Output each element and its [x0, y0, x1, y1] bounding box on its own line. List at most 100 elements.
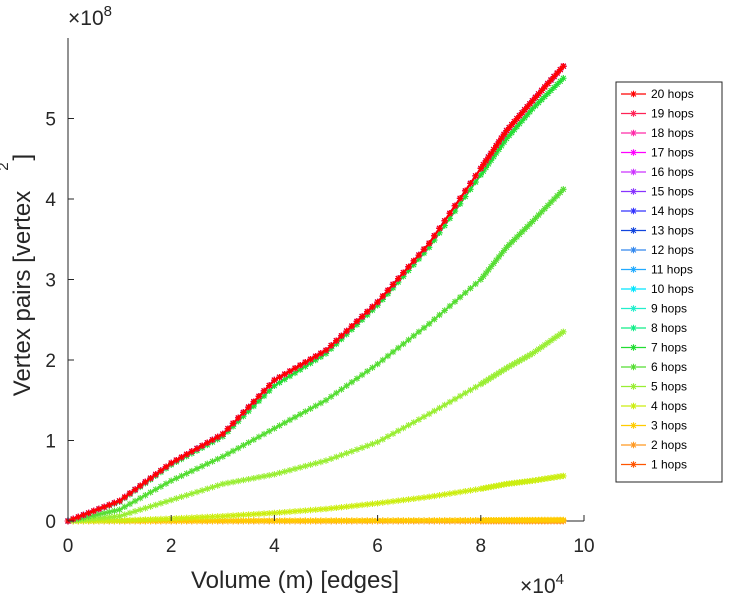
series-point — [500, 366, 508, 373]
series-point — [379, 517, 386, 524]
series-point — [550, 73, 558, 80]
legend-swatch-marker — [630, 363, 637, 371]
series-point — [281, 419, 288, 426]
series-point — [426, 244, 433, 251]
series-point — [126, 509, 134, 517]
series-point — [327, 505, 335, 512]
legend-entry: 6 hops — [621, 360, 687, 374]
series-point — [209, 458, 216, 465]
series-point — [451, 489, 459, 497]
series-point — [276, 469, 283, 477]
series-point — [560, 472, 567, 480]
series-point — [441, 307, 448, 314]
series-point — [255, 393, 263, 400]
series-point — [472, 383, 479, 391]
series-point — [503, 127, 510, 134]
series-point — [379, 436, 386, 443]
legend-swatch-marker — [630, 441, 637, 449]
series-point — [137, 516, 144, 523]
series-point — [358, 316, 366, 323]
series-point — [245, 403, 252, 411]
legend-entry: 12 hops — [621, 243, 694, 257]
series-point — [131, 486, 139, 493]
legend-entry: 15 hops — [621, 185, 694, 199]
series-point — [327, 517, 335, 524]
series-point — [529, 97, 536, 104]
series-5-hops — [64, 328, 567, 525]
series-point — [121, 503, 128, 511]
series-point — [204, 517, 211, 524]
series-point — [90, 507, 97, 515]
series-point — [480, 161, 487, 168]
series-point — [162, 498, 170, 505]
series-point — [297, 507, 304, 515]
series-point — [490, 372, 497, 380]
series-point — [214, 517, 221, 524]
series-point — [121, 517, 128, 524]
series-point — [338, 332, 345, 340]
series-point — [85, 513, 92, 520]
legend-entry: 19 hops — [621, 107, 694, 121]
series-point — [395, 344, 402, 352]
legend-swatch-marker — [630, 383, 637, 390]
series-point — [535, 211, 542, 219]
series-point — [405, 263, 412, 270]
legend-label: 8 hops — [651, 321, 687, 335]
series-point — [271, 425, 278, 432]
series-point — [178, 514, 185, 522]
series-point — [485, 266, 492, 274]
series-point — [431, 407, 438, 415]
legend-entry: 5 hops — [621, 380, 687, 394]
series-point — [511, 360, 518, 367]
series-point — [162, 480, 170, 487]
series-point — [338, 335, 345, 343]
series-point — [451, 395, 459, 403]
series-point — [353, 375, 361, 382]
series-point — [505, 132, 513, 139]
series-point — [364, 501, 371, 508]
series-point — [405, 422, 412, 429]
series-point — [198, 463, 206, 470]
series-point — [214, 513, 221, 520]
series-point — [281, 508, 288, 516]
legend-label: 17 hops — [651, 146, 694, 160]
series-point — [451, 202, 459, 210]
series-point — [467, 487, 474, 494]
series-point — [162, 463, 170, 471]
series-point — [420, 517, 428, 524]
series-point — [90, 515, 97, 522]
series-point — [116, 512, 123, 520]
series-point — [389, 517, 397, 524]
series-point — [126, 500, 134, 508]
series-point — [553, 332, 561, 340]
legend-swatch-marker — [630, 461, 637, 468]
series-6-hops — [64, 186, 567, 525]
series-point — [322, 517, 330, 524]
legend-entry: 11 hops — [621, 263, 693, 277]
series-point — [477, 171, 484, 179]
series-point — [219, 480, 226, 488]
series-point — [395, 275, 402, 282]
series-point — [467, 285, 474, 292]
series-point — [395, 517, 402, 524]
series-point — [178, 454, 185, 461]
series-point — [137, 482, 144, 489]
series-point — [364, 368, 371, 375]
series-point — [286, 367, 294, 375]
series-point — [456, 392, 464, 400]
series-point — [410, 257, 417, 265]
series-point — [343, 327, 350, 335]
series-point — [451, 207, 459, 215]
series-point — [229, 420, 237, 427]
series-point — [219, 453, 226, 460]
series-point — [420, 494, 428, 501]
series-point — [441, 222, 448, 229]
series-point — [384, 290, 392, 297]
series-point — [250, 511, 257, 518]
series-point — [462, 193, 469, 200]
series-point — [266, 510, 273, 517]
series-point — [538, 343, 545, 351]
series-point — [229, 478, 237, 486]
series-point — [291, 413, 299, 421]
series-point — [410, 517, 417, 524]
